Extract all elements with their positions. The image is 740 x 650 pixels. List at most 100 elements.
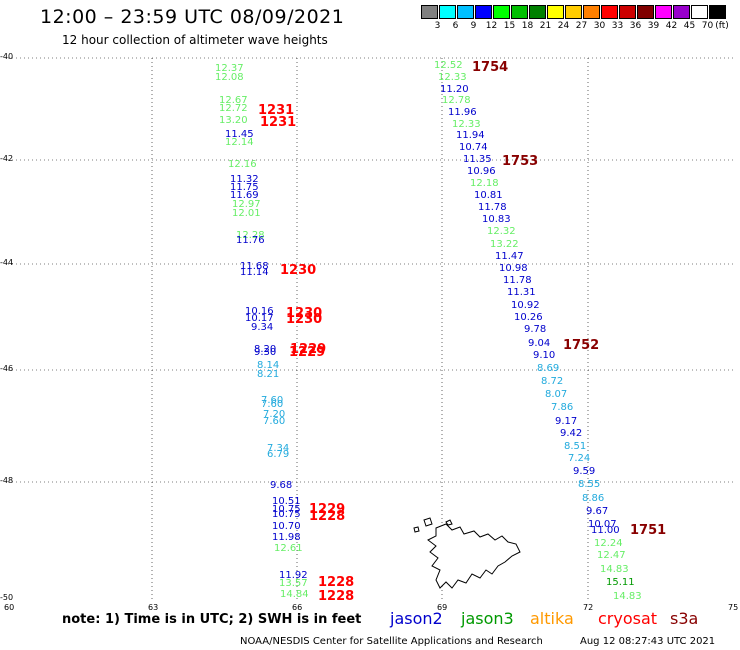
wave-height-west: 9.68 <box>270 480 293 491</box>
legend-label: 70 <box>701 21 714 31</box>
wave-height-east: 8.51 <box>564 441 587 452</box>
wave-height-west: 11.69 <box>230 190 259 201</box>
wave-height-west: 8.14 <box>257 360 280 371</box>
wave-height-west: 7.60 <box>263 416 286 427</box>
wave-height-east: 10.96 <box>467 166 496 177</box>
wave-height-east: 10.07 <box>588 519 617 530</box>
island-coastline <box>413 517 521 589</box>
wave-height-west: 11.45 <box>225 129 254 140</box>
sat-jason3: jason3 <box>461 609 514 628</box>
wave-height-east: 12.33 <box>452 119 481 130</box>
wave-height-east: 10.81 <box>474 190 503 201</box>
pass-time-west: 1228 <box>318 589 355 604</box>
wave-height-east: 9.10 <box>533 350 556 361</box>
lat-label-50: -50 <box>0 593 14 602</box>
pass-time-west: 1231 <box>258 103 295 118</box>
wave-height-east: 11.78 <box>478 202 507 213</box>
legend-swatch <box>565 5 582 19</box>
wave-height-west: 12.28 <box>236 230 265 241</box>
wave-height-east: 13.22 <box>490 239 519 250</box>
legend-swatch <box>637 5 654 19</box>
wave-height-east: 11.31 <box>507 287 536 298</box>
wave-height-west: 10.75 <box>272 509 301 520</box>
wave-height-east: 10.98 <box>499 263 528 274</box>
sat-cryosat: cryosat <box>598 609 658 628</box>
pass-time-west: 1229 <box>289 345 326 360</box>
wave-height-east: 8.07 <box>545 389 568 400</box>
wave-height-east: 11.47 <box>495 251 524 262</box>
pass-time-east: 1754 <box>472 60 509 75</box>
wave-height-east: 11.78 <box>503 275 532 286</box>
legend-label: 39 <box>647 21 660 31</box>
wave-height-west: 8.20 <box>254 344 277 355</box>
wave-height-west: 7.60 <box>261 395 284 406</box>
wave-height-east: 14.83 <box>600 564 629 575</box>
legend-label: 12 <box>485 21 498 31</box>
legend-label: 21 <box>539 21 552 31</box>
wave-height-west: 12.61 <box>274 543 303 554</box>
wave-height-east: 14.83 <box>613 591 642 602</box>
wave-height-east: 8.86 <box>582 493 605 504</box>
legend-label: 45 <box>683 21 696 31</box>
wave-height-west: 9.34 <box>251 322 274 333</box>
wave-height-east: 9.59 <box>573 466 596 477</box>
sat-jason2: jason2 <box>390 609 443 628</box>
wave-height-east: 15.11 <box>606 577 635 588</box>
pass-time-west: 1229 <box>290 342 327 357</box>
lat-label-40: -40 <box>0 52 14 61</box>
legend-label: 18 <box>521 21 534 31</box>
legend-swatch <box>583 5 600 19</box>
wave-height-west: 11.98 <box>272 532 301 543</box>
wave-height-west: 11.32 <box>230 174 259 185</box>
legend-swatch <box>691 5 708 19</box>
wave-height-east: 7.24 <box>568 453 591 464</box>
map-grid <box>8 57 736 600</box>
legend-label: 36 <box>629 21 642 31</box>
legend-swatch <box>619 5 636 19</box>
pass-time-east: 1751 <box>630 523 667 538</box>
wave-height-west: 12.97 <box>232 199 261 210</box>
wave-height-east: 12.24 <box>594 538 623 549</box>
wave-height-west: 11.92 <box>279 570 308 581</box>
credit-line: NOAA/NESDIS Center for Satellite Applica… <box>240 636 543 647</box>
legend-swatch <box>709 5 726 19</box>
wave-height-west: 12.67 <box>219 95 248 106</box>
legend-label: 33 <box>611 21 624 31</box>
legend-label: 42 <box>665 21 678 31</box>
wave-height-east: 8.72 <box>541 376 564 387</box>
wave-height-east: 12.18 <box>470 178 499 189</box>
legend-swatch <box>547 5 564 19</box>
wave-height-east: 10.92 <box>511 300 540 311</box>
legend-label: 24 <box>557 21 570 31</box>
wave-height-west: 10.75 <box>272 504 301 515</box>
sat-altika: altika <box>530 609 574 628</box>
wave-height-east: 11.94 <box>456 130 485 141</box>
wave-height-east: 12.78 <box>442 95 471 106</box>
footer-note: note: 1) Time is in UTC; 2) SWH is in fe… <box>62 612 362 627</box>
wave-height-west: 9.30 <box>254 347 277 358</box>
wave-height-east: 11.35 <box>463 154 492 165</box>
wave-height-east: 10.83 <box>482 214 511 225</box>
wave-height-west: 10.70 <box>272 521 301 532</box>
wave-height-east: 10.26 <box>514 312 543 323</box>
legend-label: 15 <box>503 21 516 31</box>
lon-label-75: 75 <box>728 603 739 612</box>
legend-swatch <box>511 5 528 19</box>
pass-time-west: 1228 <box>309 509 346 524</box>
wave-height-east: 9.04 <box>528 338 551 349</box>
legend-swatch <box>601 5 618 19</box>
wave-height-west: 10.16 <box>245 306 274 317</box>
wave-height-east: 9.78 <box>524 324 547 335</box>
legend-label: 3 <box>434 21 441 31</box>
wave-height-east: 8.69 <box>537 363 560 374</box>
page-title: 12:00 – 23:59 UTC 08/09/2021 <box>40 6 345 28</box>
wave-height-west: 8.21 <box>257 369 280 380</box>
lat-label-44: -44 <box>0 258 14 267</box>
legend-swatch <box>493 5 510 19</box>
wave-height-east: 12.52 <box>434 60 463 71</box>
lon-label-60: 60 <box>4 603 15 612</box>
wave-height-west: 10.17 <box>245 313 274 324</box>
wave-height-west: 12.08 <box>215 72 244 83</box>
pass-time-west: 1230 <box>280 263 317 278</box>
